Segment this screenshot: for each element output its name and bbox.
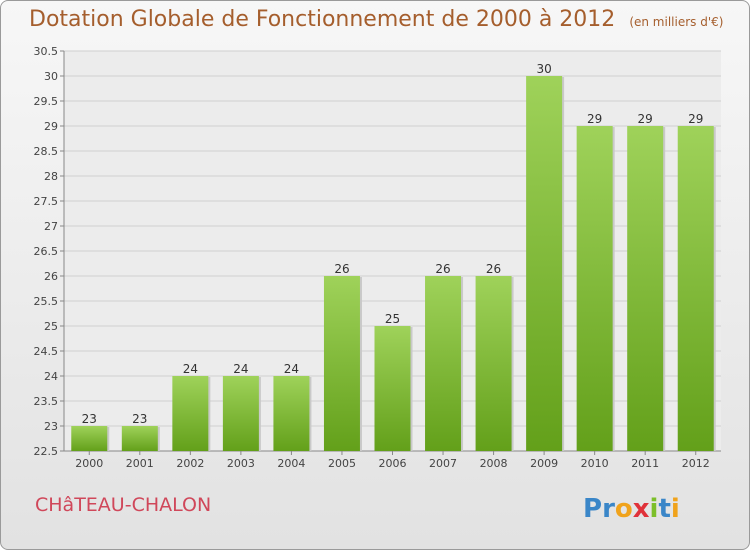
y-tick-label: 29.5 — [34, 95, 59, 108]
chart-subtitle: (en milliers d'€) — [629, 15, 724, 29]
bar — [627, 126, 664, 451]
x-tick-label: 2004 — [277, 457, 305, 470]
y-tick-label: 27.5 — [34, 195, 59, 208]
bar-value-label: 25 — [385, 312, 400, 326]
bar-value-label: 29 — [638, 112, 653, 126]
bar — [526, 76, 563, 451]
y-tick-label: 25 — [44, 320, 58, 333]
y-tick-label: 23.5 — [34, 395, 59, 408]
bar-value-label: 26 — [435, 262, 450, 276]
commune-name: CHâTEAU-CHALON — [35, 494, 212, 516]
bar-value-label: 29 — [688, 112, 703, 126]
bar-value-label: 26 — [486, 262, 501, 276]
bar — [677, 126, 714, 451]
y-tick-label: 30.5 — [34, 45, 59, 58]
bar — [475, 276, 512, 451]
bar-value-label: 26 — [334, 262, 349, 276]
bar — [273, 376, 310, 451]
bar — [323, 276, 360, 451]
y-tick-label: 29 — [44, 120, 58, 133]
bar-value-label: 29 — [587, 112, 602, 126]
chart-title-text: Dotation Globale de Fonctionnement de 20… — [29, 7, 616, 32]
x-tick-label: 2000 — [75, 457, 103, 470]
x-tick-label: 2002 — [176, 457, 204, 470]
x-tick-label: 2011 — [631, 457, 659, 470]
x-tick-label: 2001 — [126, 457, 154, 470]
bar-value-label: 23 — [82, 412, 97, 426]
x-tick-label: 2008 — [480, 457, 508, 470]
x-tick-label: 2009 — [530, 457, 558, 470]
bar-value-label: 24 — [183, 362, 198, 376]
proxiti-logo: Proxiti — [583, 494, 680, 524]
bar — [222, 376, 259, 451]
y-tick-label: 23 — [44, 420, 58, 433]
y-tick-label: 24.5 — [34, 345, 59, 358]
bar-value-label: 24 — [284, 362, 299, 376]
bar — [121, 426, 158, 451]
bar-value-label: 24 — [233, 362, 248, 376]
x-tick-label: 2006 — [379, 457, 407, 470]
x-tick-label: 2003 — [227, 457, 255, 470]
x-tick-label: 2007 — [429, 457, 457, 470]
y-tick-label: 26 — [44, 270, 58, 283]
bar-value-label: 30 — [536, 62, 551, 76]
chart-title: Dotation Globale de Fonctionnement de 20… — [29, 7, 723, 32]
y-tick-label: 28.5 — [34, 145, 59, 158]
x-tick-label: 2012 — [682, 457, 710, 470]
y-tick-label: 26.5 — [34, 245, 59, 258]
bar — [172, 376, 209, 451]
svg-text:Proxiti: Proxiti — [583, 494, 680, 524]
bar — [374, 326, 411, 451]
bar — [71, 426, 108, 451]
bar — [576, 126, 613, 451]
y-tick-label: 24 — [44, 370, 58, 383]
bar — [425, 276, 462, 451]
y-tick-label: 25.5 — [34, 295, 59, 308]
y-tick-label: 28 — [44, 170, 58, 183]
bar-value-label: 23 — [132, 412, 147, 426]
y-tick-label: 22.5 — [34, 445, 59, 458]
y-tick-label: 30 — [44, 70, 58, 83]
y-tick-label: 27 — [44, 220, 58, 233]
x-tick-label: 2010 — [581, 457, 609, 470]
x-tick-label: 2005 — [328, 457, 356, 470]
